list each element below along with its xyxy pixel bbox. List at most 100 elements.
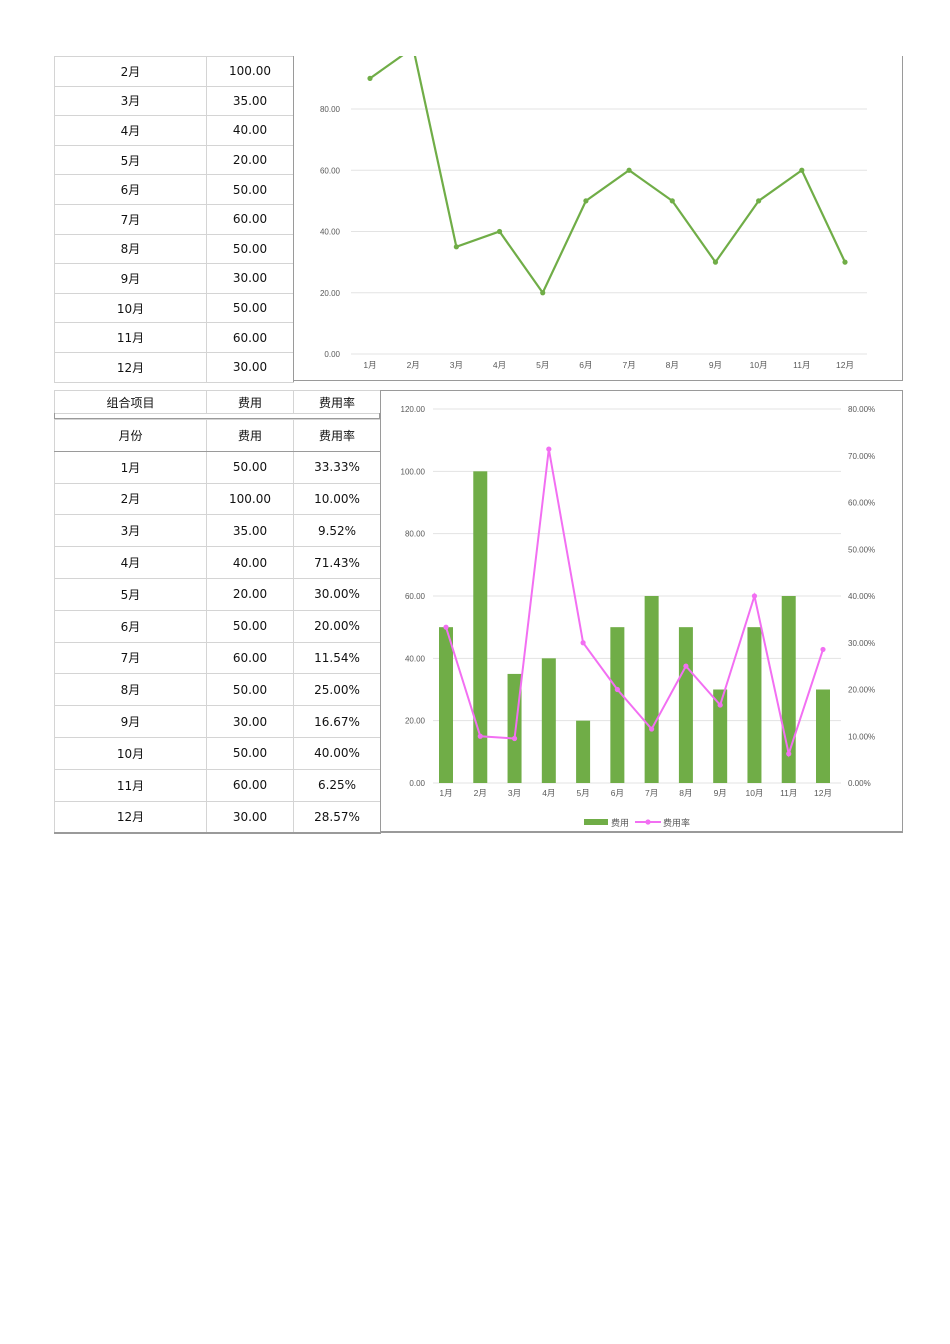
x-tick-label: 11月 [793,360,810,370]
x-tick-label: 7月 [645,788,658,798]
legend-cost-label: 费用 [611,817,629,828]
table-row: 4月 40.00 [54,115,294,146]
x-tick-label: 5月 [536,360,549,370]
column-header-row: 月份 费用 费用率 [54,419,381,452]
right-y-tick-label: 60.00% [848,499,875,508]
cost-bar[interactable] [473,471,488,783]
month-cell: 2月 [54,482,207,516]
rate-point[interactable] [649,726,655,732]
x-tick-label: 4月 [542,788,555,798]
rate-cell: 25.00% [293,673,381,707]
rate-point[interactable] [683,663,689,669]
month-cell: 6月 [54,609,207,643]
rate-point[interactable] [786,751,792,757]
cost-line [369,56,846,295]
rate-point[interactable] [751,593,758,599]
rate-cell: 11.54% [293,641,381,675]
data-point[interactable] [540,290,546,296]
data-point[interactable] [626,167,632,173]
month-cell: 5月 [54,144,207,176]
rate-point[interactable] [614,686,620,693]
month-cell: 2月 [54,56,207,87]
month-cell: 11月 [54,322,207,353]
cost-cell: 40.00 [206,115,294,146]
cost-cell: 100.00 [206,482,294,516]
rate-cell: 20.00% [293,609,381,643]
month-cell: 12月 [54,351,207,383]
rate-point[interactable] [546,446,552,452]
table-row: 7月 60.00 [54,203,294,235]
cost-cell: 60.00 [206,768,294,802]
data-point[interactable] [453,244,459,250]
month-cell: 6月 [54,174,207,205]
x-tick-label: 2月 [474,788,487,798]
cost-bar[interactable] [541,658,556,783]
table-row: 12月 30.00 28.57% [54,800,381,834]
cost-bar[interactable] [713,689,728,784]
cost-bar[interactable] [747,627,762,783]
table-row: 8月 50.00 [54,233,294,265]
table-row: 4月 40.00 71.43% [54,546,381,579]
cost-cell: 30.00 [206,351,294,383]
x-tick-label: 12月 [836,360,854,370]
cost-bar[interactable] [576,720,591,783]
cost-bar[interactable] [816,689,830,784]
table-row: 2月 100.00 10.00% [54,482,381,516]
cost-cell: 20.00 [206,144,294,176]
top-data-table: 2月 100.00 3月 35.00 4月 40.00 5月 20.00 6月 50.0… [54,56,294,383]
left-y-tick-label: 80.00 [405,530,426,539]
cost-cell: 60.00 [206,641,294,675]
data-point[interactable] [842,259,848,265]
rate-cell: 9.52% [293,514,381,548]
combo-bar-line-chart[interactable]: 0.00 20.00 40.00 60.00 80.00 100.00 120.00 0.00… [380,390,903,833]
table-row: 8月 50.00 25.00% [54,673,381,707]
data-point[interactable] [367,75,373,81]
rate-line [445,448,824,758]
cost-bar[interactable] [678,627,693,783]
right-y-tick-label: 40.00% [848,592,875,601]
month-cell: 11月 [54,768,207,802]
table-row: 9月 30.00 [54,263,294,294]
right-y-tick-label: 80.00% [848,405,875,414]
left-y-tick-label: 0.00 [409,779,425,788]
data-point[interactable] [496,228,503,235]
month-cell: 10月 [54,736,207,770]
month-cell: 9月 [54,705,207,738]
rate-point[interactable] [717,702,723,708]
data-point[interactable] [799,167,805,173]
table-row: 10月 50.00 [54,292,294,324]
left-y-tick-label: 20.00 [405,717,426,726]
rate-cell: 30.00% [293,577,381,611]
x-tick-label: 7月 [622,360,635,370]
data-point[interactable] [756,198,762,204]
rate-point[interactable] [580,640,586,646]
rate-point[interactable] [511,735,518,742]
data-point[interactable] [712,259,719,265]
right-y-tick-label: 20.00% [848,686,875,695]
table-row: 11月 60.00 6.25% [54,768,381,802]
rate-point[interactable] [477,733,483,739]
data-point[interactable] [583,198,589,204]
top-line-chart[interactable]: 0.00 20.00 40.00 60.00 80.00 1月 2月 3月 4月 5月 6月 7月 8月… [293,56,903,381]
month-cell: 8月 [54,673,207,707]
cost-cell: 35.00 [206,514,294,548]
month-cell: 7月 [54,641,207,675]
cost-cell: 50.00 [206,673,294,707]
left-y-tick-label: 60.00 [405,592,426,601]
cost-bar[interactable] [439,627,453,783]
cost-cell: 20.00 [206,577,294,611]
left-y-tick-label: 120.00 [401,405,426,414]
cost-bar[interactable] [610,627,625,783]
month-cell: 4月 [54,546,207,579]
table-row: 2月 100.00 [54,56,294,87]
rate-point[interactable] [820,646,826,653]
month-cell: 7月 [54,203,207,235]
x-tick-label: 10月 [745,788,763,798]
legend-bar-swatch [584,819,608,825]
data-point[interactable] [669,198,675,204]
table-row: 5月 20.00 [54,144,294,176]
cost-bar[interactable] [644,596,659,783]
right-y-tick-label: 10.00% [848,732,875,741]
combo-data-table: 月份 费用 费用率 1月 50.00 33.33% 2月 100.00 10.00… [54,419,381,835]
rate-point[interactable] [443,624,449,630]
